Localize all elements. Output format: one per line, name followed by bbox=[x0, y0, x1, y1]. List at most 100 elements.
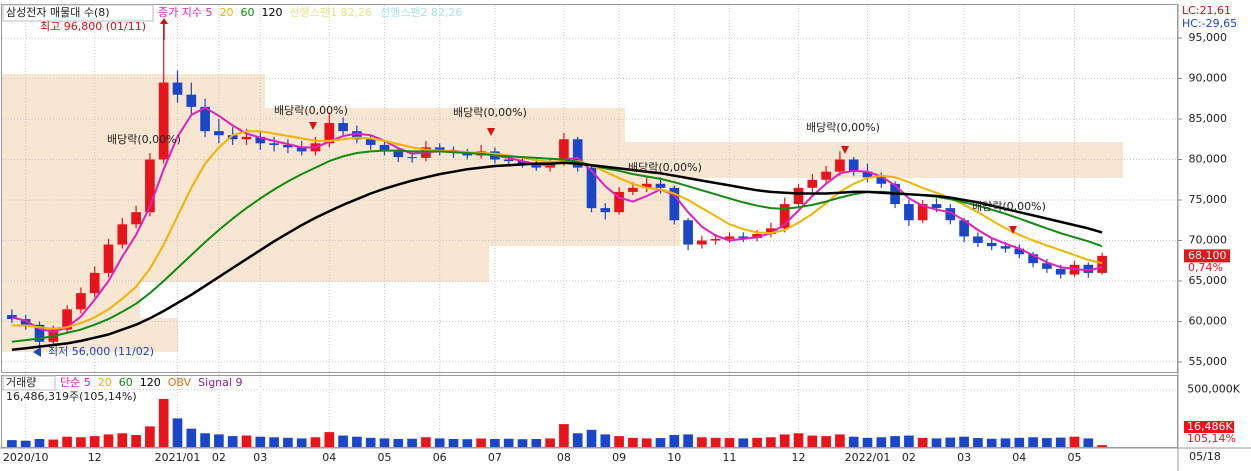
volume-bar bbox=[669, 434, 680, 447]
candle-body bbox=[338, 123, 348, 132]
volume-bar bbox=[131, 434, 141, 447]
volume-bar bbox=[172, 418, 183, 447]
low-arrowhead bbox=[33, 347, 41, 357]
x-tick-label: 09 bbox=[612, 451, 626, 464]
annotation-arrow bbox=[309, 122, 317, 130]
legend-entry: 20 bbox=[98, 376, 112, 389]
volume-bar bbox=[1083, 438, 1094, 447]
candle-body bbox=[752, 234, 762, 239]
volume-bar bbox=[89, 436, 100, 447]
low-label: 최저 56,000 (11/02) bbox=[48, 345, 154, 358]
volume-bar bbox=[710, 437, 721, 447]
x-tick-label: 2021/01 bbox=[155, 451, 201, 464]
last-price-label: 68,100 bbox=[1188, 249, 1227, 262]
candle-body bbox=[103, 244, 114, 273]
candle-body bbox=[365, 139, 376, 145]
volume-bar bbox=[738, 438, 749, 447]
legend-entry: 120 bbox=[140, 376, 161, 389]
y-tick-label: 75,000 bbox=[1189, 193, 1228, 206]
x-tick-label: 05 bbox=[1068, 451, 1082, 464]
legend-entry: 선행스팬2 82,26 bbox=[380, 6, 462, 19]
candle-body bbox=[848, 159, 859, 172]
volume-bar bbox=[255, 436, 266, 447]
candle-body bbox=[931, 204, 942, 209]
volume-bar bbox=[559, 424, 569, 447]
legend-box bbox=[2, 375, 56, 391]
volume-bar bbox=[876, 437, 887, 447]
volume-bar bbox=[986, 438, 997, 447]
annotation: 배당락(0,00%) bbox=[972, 200, 1046, 213]
volume-bar bbox=[324, 432, 335, 447]
candle-body bbox=[807, 179, 818, 188]
candle-body bbox=[766, 228, 776, 235]
candle-body bbox=[862, 171, 873, 178]
volume-bar bbox=[959, 436, 969, 447]
volume-bar bbox=[807, 435, 818, 447]
volume-bar bbox=[1014, 437, 1025, 447]
x-tick-label: 02 bbox=[212, 451, 226, 464]
volume-bar bbox=[241, 435, 252, 447]
candle-body bbox=[7, 315, 17, 320]
chart-marks bbox=[2, 5, 1182, 447]
y-tick-label: 90,000 bbox=[1189, 72, 1228, 85]
change-label: 0,74% bbox=[1188, 261, 1223, 274]
volume-bar bbox=[393, 438, 404, 447]
candle-body bbox=[683, 220, 693, 245]
high-arrowhead bbox=[160, 18, 168, 24]
candle-body bbox=[572, 139, 583, 168]
candle-body bbox=[34, 324, 45, 342]
x-tick-label: 10 bbox=[667, 451, 681, 464]
volume-bar bbox=[614, 436, 624, 447]
x-tick-label: 2020/10 bbox=[3, 451, 49, 464]
volume-bar bbox=[227, 436, 238, 447]
x-tick-label: 02 bbox=[902, 451, 916, 464]
candle-body bbox=[296, 147, 307, 152]
x-tick-label: 11 bbox=[723, 451, 737, 464]
volume-bar bbox=[586, 429, 597, 447]
candle-body bbox=[710, 238, 721, 241]
legend-entry: 60 bbox=[119, 376, 133, 389]
legend-entry: 20 bbox=[219, 6, 233, 19]
volume-bar bbox=[1028, 437, 1038, 447]
volume-bar bbox=[145, 426, 155, 447]
candle-body bbox=[724, 236, 735, 239]
candle-body bbox=[586, 167, 597, 209]
candle-body bbox=[876, 177, 887, 184]
candle-body bbox=[20, 319, 31, 325]
candle-body bbox=[655, 183, 666, 188]
high-label: 최고 96,800 (01/11) bbox=[40, 20, 146, 33]
volume-bar bbox=[407, 438, 417, 447]
chart-title: 삼성전자 매물대 수(8) bbox=[6, 6, 110, 19]
volume-summary: 16,486,319주(105,14%) bbox=[6, 390, 137, 403]
candle-body bbox=[835, 159, 845, 172]
y-tick-label: 55,000 bbox=[1189, 355, 1228, 368]
annotation-arrow bbox=[487, 128, 495, 136]
profile-band bbox=[2, 246, 489, 282]
volume-bar bbox=[503, 438, 514, 447]
candle-body bbox=[283, 144, 293, 148]
candle-body bbox=[945, 208, 956, 221]
volume-bar bbox=[835, 434, 845, 447]
candle-body bbox=[214, 131, 224, 136]
volume-bar bbox=[476, 438, 486, 447]
volume-bar bbox=[531, 438, 542, 447]
volume-bar bbox=[490, 438, 500, 447]
legend: 단순 5 20 60 120 OBV Signal 9 bbox=[60, 376, 242, 389]
volume-bar bbox=[434, 438, 445, 447]
x-tick-label: 04 bbox=[1012, 451, 1026, 464]
candle-body bbox=[186, 94, 197, 107]
annotation: 배당락(0,00%) bbox=[274, 104, 348, 117]
y-tick-label: 60,000 bbox=[1189, 314, 1228, 327]
annotation: 배당락(0,00%) bbox=[628, 161, 702, 174]
x-tick-label: 07 bbox=[488, 451, 502, 464]
volume-ratio-label: 105,14% bbox=[1187, 432, 1236, 445]
last-volume-box bbox=[1184, 421, 1234, 433]
legend-entry: OBV bbox=[168, 376, 192, 389]
volume-bar bbox=[572, 433, 583, 447]
volume-bar bbox=[462, 439, 473, 447]
last-price-box bbox=[1184, 249, 1230, 263]
volume-bar bbox=[269, 437, 279, 447]
x-tick-label: 12 bbox=[88, 451, 102, 464]
legend-entry: 120 bbox=[261, 6, 282, 19]
volume-bar bbox=[1042, 438, 1052, 447]
